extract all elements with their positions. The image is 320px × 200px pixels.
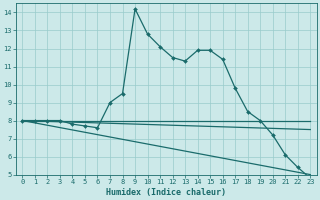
X-axis label: Humidex (Indice chaleur): Humidex (Indice chaleur) [106, 188, 226, 197]
